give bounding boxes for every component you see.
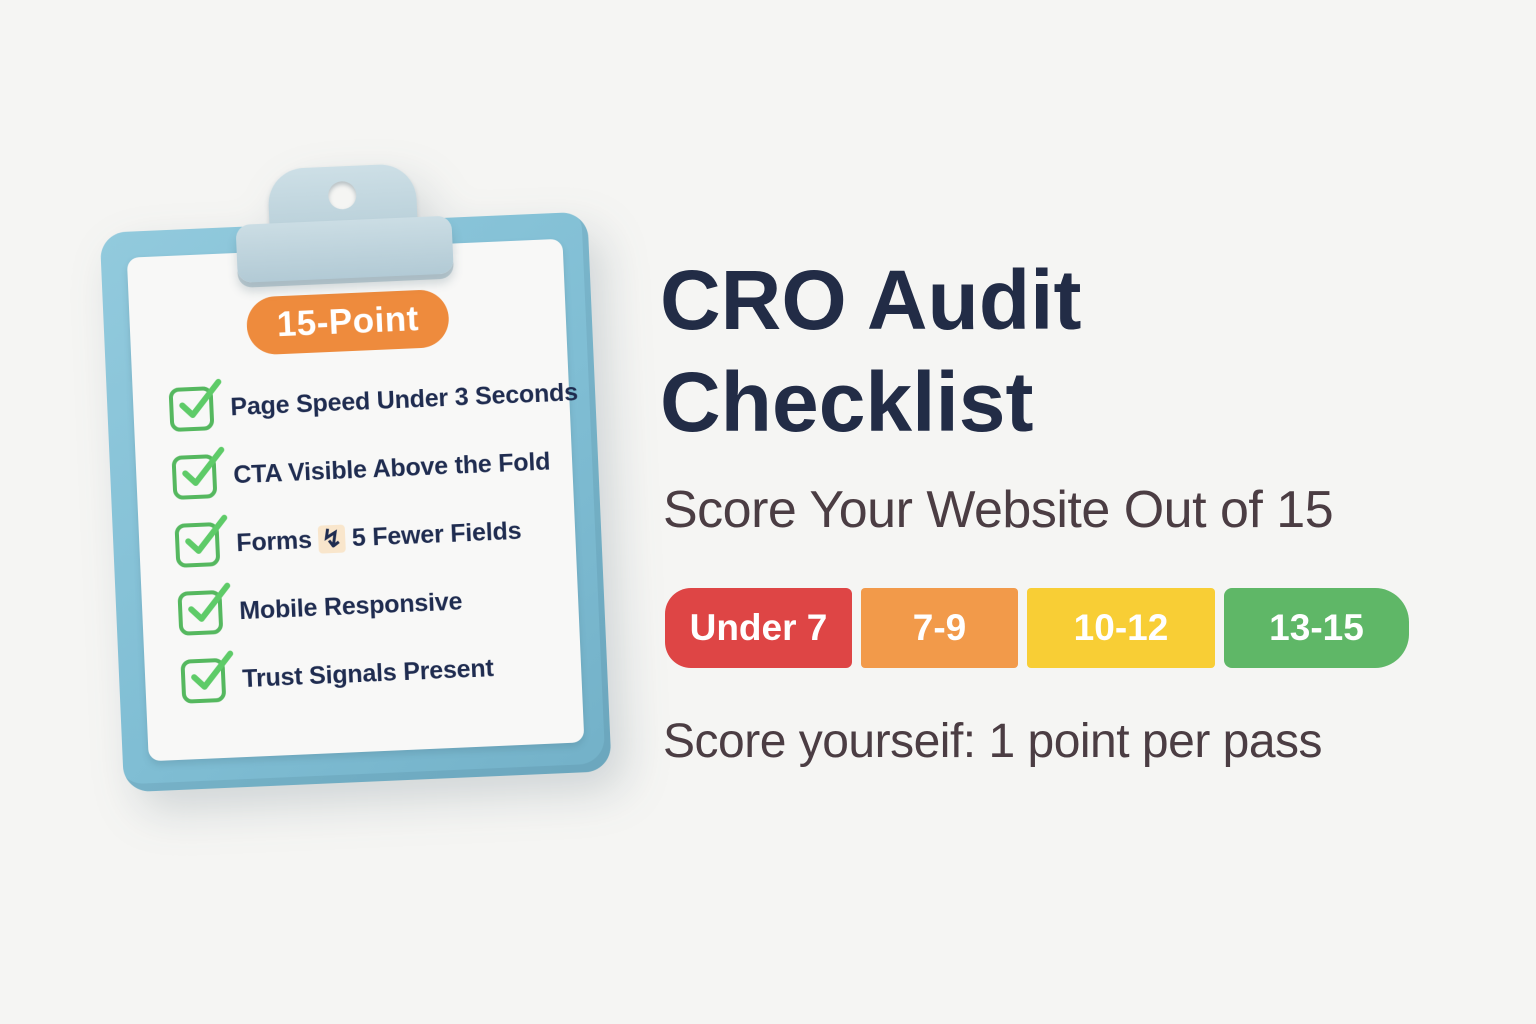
checkbox-checked-icon [174, 514, 228, 568]
score-range-10-12: 10-12 [1027, 588, 1215, 668]
score-range-7-9: 7-9 [861, 588, 1018, 668]
clipboard-board: 15-Point Page Speed Under 3 Seconds CTA … [99, 211, 612, 793]
checklist-item: Page Speed Under 3 Seconds [168, 370, 579, 433]
clipboard: 15-Point Page Speed Under 3 Seconds CTA … [97, 156, 612, 801]
arrow-glyph: ↯ [317, 524, 346, 554]
checkbox-checked-icon [177, 582, 231, 636]
checklist-item-label: Forms ↯ 5 Fewer Fields [235, 516, 522, 558]
point-count-badge: 15-Point [245, 288, 451, 356]
checklist-item: Forms ↯ 5 Fewer Fields [174, 506, 584, 568]
checklist-item-label: Mobile Responsive [238, 586, 463, 625]
clip-hole [327, 180, 357, 210]
clipboard-paper: 15-Point Page Speed Under 3 Seconds CTA … [126, 238, 585, 762]
checklist-item-label: CTA Visible Above the Fold [232, 446, 551, 489]
score-range-13-15: 13-15 [1224, 588, 1409, 668]
score-note: Score yourseif: 1 point per pass [663, 715, 1323, 768]
checkbox-checked-icon [171, 446, 225, 500]
checklist-item-label: Page Speed Under 3 Seconds [229, 377, 579, 421]
checkbox-checked-icon [168, 378, 222, 433]
score-range-bar: Under 7 7-9 10-12 13-15 [665, 588, 1409, 668]
subtitle: Score Your Website Out of 15 [663, 481, 1334, 539]
score-range-under-7: Under 7 [665, 588, 852, 668]
checklist-item: CTA Visible Above the Fold [171, 438, 582, 500]
checklist: Page Speed Under 3 Seconds CTA Visible A… [168, 370, 591, 704]
clipboard-clip-bar [235, 215, 454, 283]
checklist-item-label: Trust Signals Present [241, 653, 495, 693]
page-title: CRO Audit Checklist [660, 253, 1082, 449]
checklist-item: Mobile Responsive [177, 574, 587, 636]
checkbox-checked-icon [180, 650, 234, 704]
checklist-item: Trust Signals Present [180, 642, 590, 704]
